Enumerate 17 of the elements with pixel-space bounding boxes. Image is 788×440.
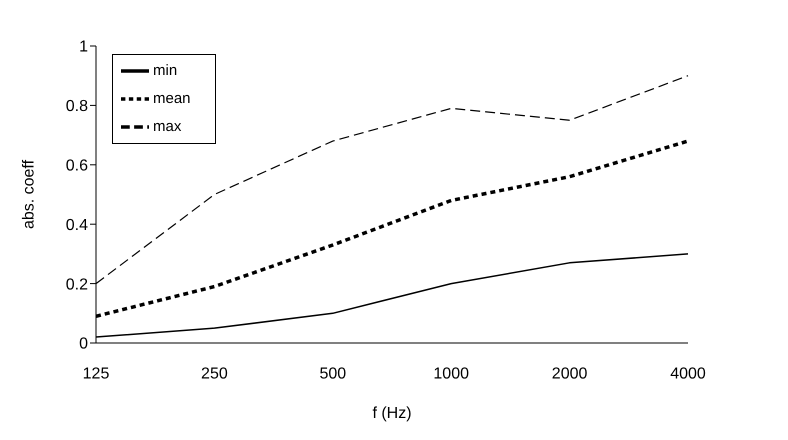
- x-tick-label: 125: [82, 365, 110, 382]
- x-tick-label: 4000: [670, 365, 706, 382]
- legend-label: mean: [153, 90, 191, 108]
- y-tick-label: 0.4: [66, 216, 88, 234]
- y-tick-label: 0.2: [66, 276, 88, 294]
- y-tick-label: 0: [79, 336, 88, 353]
- x-tick-label: 2000: [552, 365, 588, 382]
- legend-label: min: [153, 62, 178, 80]
- x-tick-label: 500: [319, 365, 346, 382]
- legend-label: max: [153, 118, 182, 136]
- x-axis-title: f (Hz): [372, 405, 412, 422]
- y-tick-label: 0.6: [66, 157, 88, 174]
- y-tick-label: 0.8: [66, 98, 88, 116]
- y-axis-title: abs. coeff: [20, 159, 38, 230]
- x-tick-label: 250: [201, 365, 228, 382]
- x-tick-label: 1000: [433, 365, 470, 382]
- y-tick-label: 1: [79, 38, 88, 56]
